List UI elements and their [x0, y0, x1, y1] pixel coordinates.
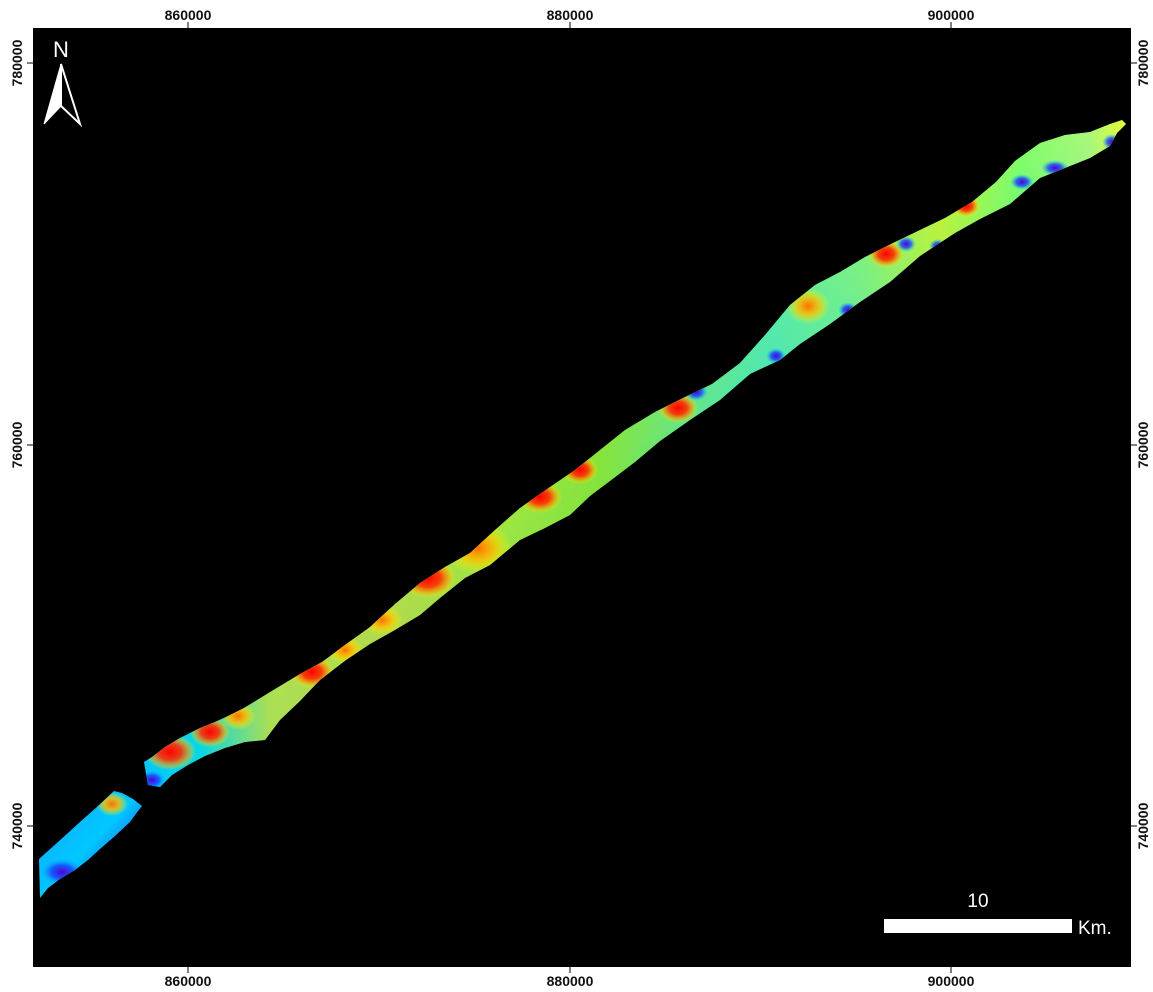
y-tick-label-left: 760000 — [9, 421, 25, 468]
scale-bar-unit: Km. — [1078, 918, 1112, 939]
scale-bar-value: 10 — [967, 891, 988, 912]
x-tick-label-bottom: 860000 — [165, 973, 212, 989]
x-tick-label-top: 860000 — [165, 7, 212, 23]
x-tick-label-bottom: 900000 — [928, 973, 975, 989]
x-tick-label-bottom: 880000 — [547, 973, 594, 989]
y-tick-label-right: 740000 — [1135, 802, 1151, 849]
y-axis-ticks — [27, 62, 1137, 827]
north-label: N — [53, 37, 69, 62]
north-arrow-icon — [43, 63, 83, 128]
x-axis-ticks — [187, 22, 952, 973]
x-tick-label-top: 880000 — [547, 7, 594, 23]
north-arrow: N — [43, 37, 83, 128]
y-tick-label-left: 780000 — [9, 39, 25, 86]
y-tick-label-right: 760000 — [1135, 421, 1151, 468]
x-tick-label-top: 900000 — [928, 7, 975, 23]
scale-bar: 10 Km. — [884, 891, 1112, 939]
y-tick-label-right: 780000 — [1135, 39, 1151, 86]
y-tick-label-left: 740000 — [9, 802, 25, 849]
scale-bar-line — [884, 919, 1072, 933]
